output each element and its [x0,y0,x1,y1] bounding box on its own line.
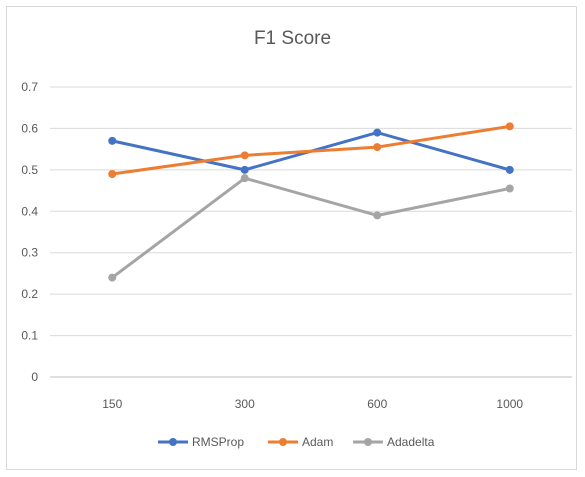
y-tick-label: 0 [31,370,38,384]
x-tick-label: 1000 [496,397,523,411]
legend-label-adadelta: Adadelta [387,435,435,449]
y-tick-label: 0.7 [21,80,38,94]
y-tick-label: 0.2 [21,287,38,301]
data-point-adadelta [505,184,514,193]
x-tick-label: 600 [367,397,387,411]
series-lines [108,122,514,282]
data-point-adadelta [240,174,249,183]
data-point-adam [373,143,382,152]
gridlines [50,86,572,378]
y-tick-label: 0.3 [21,246,38,260]
data-point-rmsprop [240,165,249,174]
series-line-adadelta [111,176,511,279]
data-point-adadelta [373,211,382,220]
data-point-rmsprop [373,128,382,137]
legend-marker-rmsprop [169,438,177,446]
legend-label-rmsprop: RMSProp [192,435,244,449]
x-tick-label: 300 [235,397,255,411]
y-tick-label: 0.4 [21,204,38,218]
y-tick-label: 0.1 [21,329,38,343]
chart-frame [6,6,577,470]
x-tick-label: 150 [102,397,122,411]
data-point-rmsprop [108,136,117,145]
data-point-rmsprop [505,165,514,174]
y-tick-label: 0.6 [21,121,38,135]
data-point-adam [240,151,249,160]
y-tick-labels: 0 0.1 0.2 0.3 0.4 0.5 0.6 0.7 [21,80,38,384]
legend-marker-adadelta [364,438,372,446]
y-tick-label: 0.5 [21,163,38,177]
data-point-adam [505,122,514,131]
series-line-adam [112,124,510,176]
x-tick-labels: 150 300 600 1000 [102,397,523,411]
legend: RMSProp Adam Adadelta [158,435,435,449]
data-point-adam [108,170,117,178]
data-point-adadelta [108,273,117,282]
legend-marker-adam [279,438,287,446]
legend-label-adam: Adam [302,435,333,449]
chart-title: F1 Score [253,28,332,49]
